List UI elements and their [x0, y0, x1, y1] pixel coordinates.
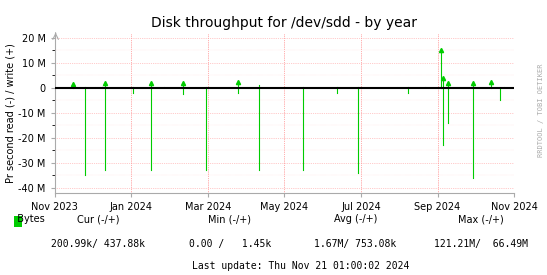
Text: 200.99k/ 437.88k: 200.99k/ 437.88k: [51, 239, 146, 249]
Title: Disk throughput for /dev/sdd - by year: Disk throughput for /dev/sdd - by year: [152, 16, 417, 31]
Text: Min (-/+): Min (-/+): [208, 214, 251, 224]
Text: Cur (-/+): Cur (-/+): [77, 214, 120, 224]
Text: 121.21M/  66.49M: 121.21M/ 66.49M: [434, 239, 528, 249]
Text: RRDTOOL / TOBI OETIKER: RRDTOOL / TOBI OETIKER: [538, 63, 544, 157]
Text: Max (-/+): Max (-/+): [458, 214, 504, 224]
Text: Bytes: Bytes: [11, 214, 45, 224]
Y-axis label: Pr second read (-) / write (+): Pr second read (-) / write (+): [5, 43, 15, 183]
Text: 0.00 /   1.45k: 0.00 / 1.45k: [189, 239, 271, 249]
Text: 1.67M/ 753.08k: 1.67M/ 753.08k: [315, 239, 397, 249]
Text: Avg (-/+): Avg (-/+): [334, 214, 377, 224]
Text: Last update: Thu Nov 21 01:00:02 2024: Last update: Thu Nov 21 01:00:02 2024: [192, 261, 410, 271]
